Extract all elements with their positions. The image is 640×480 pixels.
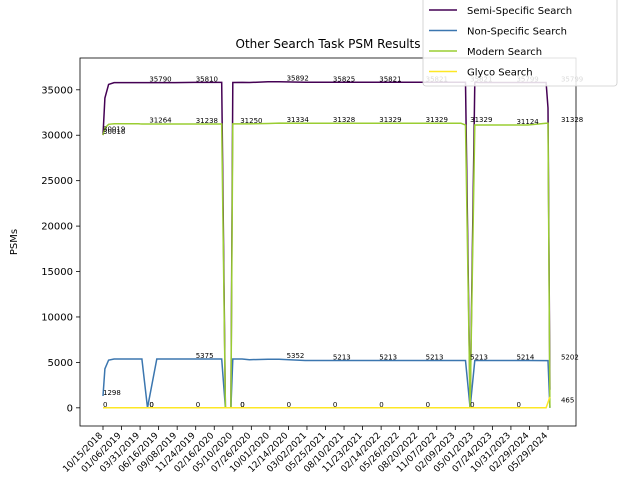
- y-tick-label: 35000: [41, 85, 73, 96]
- legend-label-1: Semi-Specific Search: [467, 6, 572, 17]
- y-tick-label: 20000: [41, 222, 73, 233]
- data-label: 0: [240, 401, 244, 409]
- data-label: 35892: [287, 75, 309, 83]
- data-label: 0: [196, 401, 200, 409]
- y-tick-label: 25000: [41, 176, 73, 187]
- data-label: 5213: [470, 353, 488, 361]
- data-label: 30019: [103, 126, 125, 134]
- data-label: 465: [561, 397, 574, 405]
- data-label: 30016: [103, 128, 126, 136]
- data-label: 0: [470, 401, 474, 409]
- data-label: 0: [103, 401, 107, 409]
- data-label: 5213: [333, 353, 351, 361]
- legend-label-3: Modern Search: [467, 47, 542, 58]
- series-line-2: [102, 358, 551, 409]
- data-label: 35790: [149, 76, 171, 84]
- data-label: 31328: [561, 116, 583, 124]
- chart-title: Other Search Task PSM Results: [236, 37, 421, 51]
- data-label: 5352: [287, 352, 305, 360]
- y-tick-label: 10000: [41, 312, 73, 323]
- data-label: 31329: [426, 116, 448, 124]
- y-tick-label: 15000: [41, 267, 73, 278]
- data-label: 0: [240, 401, 244, 409]
- data-label: 0: [333, 401, 337, 409]
- data-label: 0: [426, 401, 430, 409]
- series-line-4: [103, 396, 551, 409]
- legend-box: [422, 0, 618, 87]
- data-label: 0: [287, 401, 291, 409]
- data-label: 31124: [516, 118, 539, 126]
- data-label: 35821: [379, 75, 401, 83]
- data-label: 0: [149, 401, 153, 409]
- data-label: 5213: [426, 353, 444, 361]
- series-line-3: [102, 122, 551, 409]
- data-label: 5375: [196, 352, 214, 360]
- legend-label-2: Non-Specific Search: [467, 27, 567, 38]
- data-label: 31264: [149, 117, 172, 125]
- data-label: 5213: [379, 353, 397, 361]
- legend-label-4: Glyco Search: [467, 68, 533, 79]
- plot-area: 0500010000150002000025000300003500010/15…: [41, 57, 583, 475]
- data-label: 31328: [333, 116, 355, 124]
- data-label: 31238: [196, 117, 218, 125]
- data-label: 35810: [196, 75, 218, 83]
- data-label: 0: [516, 401, 520, 409]
- data-label: 31250: [240, 117, 262, 125]
- y-tick-label: 30000: [41, 131, 73, 142]
- data-label: 31334: [287, 116, 310, 124]
- y-tick-label: 0: [67, 403, 73, 414]
- y-tick-label: 5000: [48, 358, 73, 369]
- data-label: 31329: [379, 116, 401, 124]
- data-label: 35825: [333, 75, 355, 83]
- data-label: 31329: [470, 116, 492, 124]
- data-label: 5214: [516, 353, 534, 361]
- y-axis-label: PSMs: [9, 229, 20, 255]
- legend: Semi-Specific Search Non-Specific Search M…: [422, 0, 618, 87]
- data-label: 5202: [561, 354, 579, 362]
- data-label: 1298: [103, 389, 121, 397]
- data-label: 0: [149, 401, 153, 409]
- plot-frame: [79, 57, 577, 427]
- data-label: 0: [379, 401, 383, 409]
